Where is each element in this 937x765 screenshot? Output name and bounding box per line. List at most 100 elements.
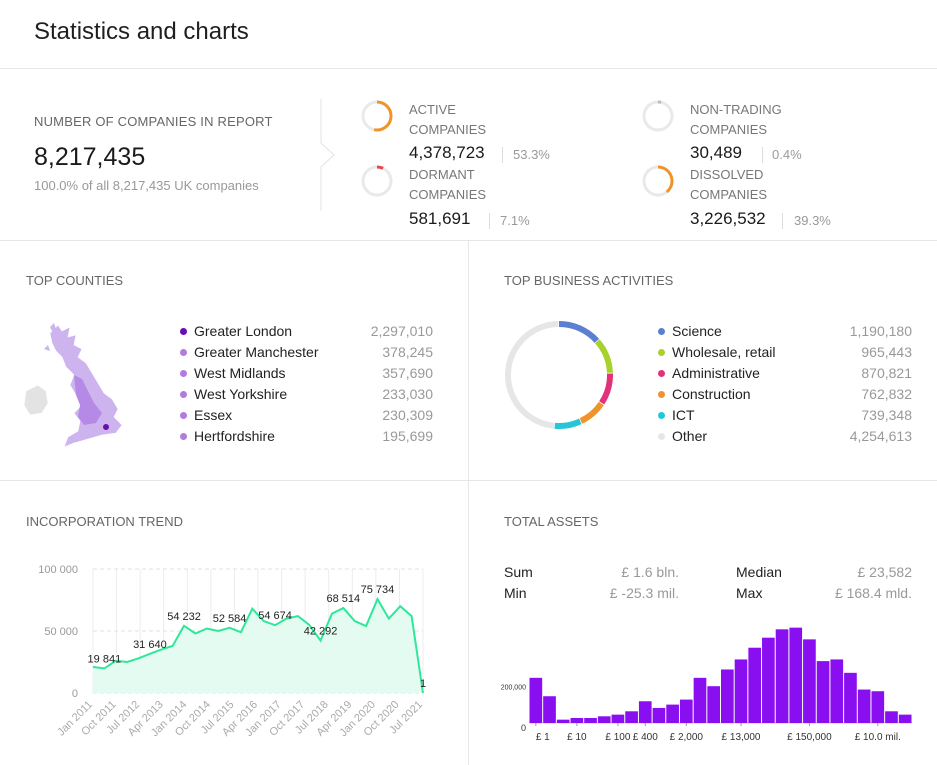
county-dot <box>180 412 187 419</box>
activity-value: 1,190,180 <box>849 323 912 339</box>
active-ring-icon <box>361 100 393 132</box>
total-companies-subtext: 100.0% of all 8,217,435 UK companies <box>34 178 259 193</box>
activity-item[interactable]: Other 4,254,613 <box>658 426 912 447</box>
histogram-bar <box>885 711 898 723</box>
donut-slice-wholesale-retail <box>595 339 613 374</box>
county-item[interactable]: Essex 230,309 <box>180 405 433 426</box>
histogram-bar <box>529 677 543 723</box>
histogram-bar <box>652 707 666 723</box>
county-item[interactable]: Greater London 2,297,010 <box>180 321 433 342</box>
county-dot <box>180 370 187 377</box>
donut-slice-administrative <box>599 373 613 405</box>
trend-area <box>93 599 423 693</box>
county-item[interactable]: Greater Manchester 378,245 <box>180 342 433 363</box>
trend-data-label: 52 584 <box>213 613 247 625</box>
trend-data-label: 1 <box>420 678 426 690</box>
donut-slice-ict <box>554 418 582 429</box>
trend-data-label: 42 292 <box>304 626 338 638</box>
trend-data-label: 54 232 <box>167 611 201 623</box>
assets-stat-sum: Sum £ 1.6 bln. <box>504 564 679 584</box>
activity-dot <box>658 412 665 419</box>
activity-value: 965,443 <box>861 344 912 360</box>
status-non-trading-percent: 0.4% <box>772 147 802 162</box>
y-tick-label: 50 000 <box>44 626 78 638</box>
stat-key: Min <box>504 585 527 601</box>
ring-progress <box>373 100 393 132</box>
activity-item[interactable]: ICT 739,348 <box>658 405 912 426</box>
histogram-bar <box>707 686 720 723</box>
donut-slice-other <box>505 321 559 429</box>
x-tick-label: £ 400 <box>633 732 658 743</box>
county-name: Hertfordshire <box>194 428 275 444</box>
trend-data-label: 68 514 <box>327 593 361 605</box>
top-counties-panel: TOP COUNTIES Greater London 2,297,010 Gr… <box>0 241 468 481</box>
incorporation-trend-chart[interactable]: 100 000 50 000 0 19 841 31 640 54 232 52 584 54… <box>0 551 468 765</box>
total-companies-value: 8,217,435 <box>34 143 146 171</box>
incorporation-trend-panel: INCORPORATION TREND 100 000 50 000 0 19 841… <box>0 481 468 765</box>
histogram-bar <box>597 716 611 723</box>
total-assets-histogram[interactable]: 200,000 0 £ 1 £ 10 £ 100 £ 400 £ 2,000 £ 13,000… <box>469 621 937 765</box>
x-tick-label: £ 2,000 <box>670 732 704 743</box>
histogram-bar <box>584 717 597 723</box>
status-dissolved[interactable]: DISSOLVED COMPANIES 3,226,532 39.3% <box>642 165 912 229</box>
histogram-bar <box>803 639 816 723</box>
trend-data-label: 31 640 <box>133 639 167 651</box>
histogram-bar <box>625 711 638 723</box>
activities-donut-chart[interactable] <box>503 319 615 431</box>
histogram-bar <box>611 714 625 723</box>
activity-item[interactable]: Construction 762,832 <box>658 384 912 405</box>
status-dissolved-percent: 39.3% <box>794 213 831 228</box>
status-non-trading[interactable]: NON-TRADING COMPANIES 30,489 0.4% <box>642 100 912 164</box>
status-non-trading-value: 30,489 <box>690 143 742 162</box>
status-dissolved-value: 3,226,532 <box>690 209 766 228</box>
ring-progress <box>376 165 384 170</box>
county-item[interactable]: Hertfordshire 195,699 <box>180 426 433 447</box>
y-tick-label: 200,000 <box>501 685 526 692</box>
county-item[interactable]: West Midlands 357,690 <box>180 363 433 384</box>
total-companies-label: NUMBER OF COMPANIES IN REPORT <box>34 114 273 129</box>
histogram-bar <box>775 629 789 723</box>
assets-stat-min: Min £ -25.3 mil. <box>504 585 679 605</box>
ring-track <box>642 100 674 132</box>
histogram-bar <box>666 704 679 723</box>
activity-value: 4,254,613 <box>849 428 912 444</box>
county-dot <box>180 433 187 440</box>
stat-value: £ 23,582 <box>857 564 913 580</box>
activity-name: Other <box>672 428 708 444</box>
county-value: 357,690 <box>382 365 433 381</box>
county-item[interactable]: West Yorkshire 233,030 <box>180 384 433 405</box>
activity-item[interactable]: Science 1,190,180 <box>658 321 912 342</box>
page-title: Statistics and charts <box>34 18 249 45</box>
county-name: West Midlands <box>194 365 286 381</box>
activity-dot <box>658 370 665 377</box>
status-non-trading-label: NON-TRADING COMPANIES <box>690 102 782 137</box>
status-active[interactable]: ACTIVE COMPANIES 4,378,723 53.3% <box>361 100 631 164</box>
histogram-bar <box>638 701 652 723</box>
trend-line <box>92 596 424 694</box>
dormant-ring-icon <box>361 165 393 197</box>
histogram-bar <box>570 717 584 723</box>
summary-section: NUMBER OF COMPANIES IN REPORT 8,217,435 … <box>0 69 937 241</box>
uk-map-icon[interactable] <box>22 321 132 451</box>
assets-stat-median: Median £ 23,582 <box>736 564 912 584</box>
status-active-value: 4,378,723 <box>409 143 485 162</box>
county-value: 230,309 <box>382 407 433 423</box>
x-tick-label: £ 10.0 mil. <box>855 732 901 743</box>
activity-item[interactable]: Administrative 870,821 <box>658 363 912 384</box>
stat-value: £ -25.3 mil. <box>609 585 679 601</box>
status-dormant[interactable]: DORMANT COMPANIES 581,691 7.1% <box>361 165 631 229</box>
county-dot <box>180 391 187 398</box>
status-dormant-value: 581,691 <box>409 209 471 228</box>
county-name: Greater London <box>194 323 293 339</box>
y-tick-label: 100 000 <box>38 564 78 576</box>
status-dissolved-label: DISSOLVED COMPANIES <box>690 167 768 202</box>
assets-stat-max: Max £ 168.4 mld. <box>736 585 912 605</box>
activity-value: 762,832 <box>861 386 912 402</box>
activity-dot <box>658 328 665 335</box>
activity-dot <box>658 433 665 440</box>
page-header: Statistics and charts <box>0 0 937 69</box>
activity-item[interactable]: Wholesale, retail 965,443 <box>658 342 912 363</box>
activity-name: ICT <box>672 407 695 423</box>
stat-value: £ 168.4 mld. <box>834 585 912 601</box>
status-active-label: ACTIVE COMPANIES <box>409 102 487 137</box>
